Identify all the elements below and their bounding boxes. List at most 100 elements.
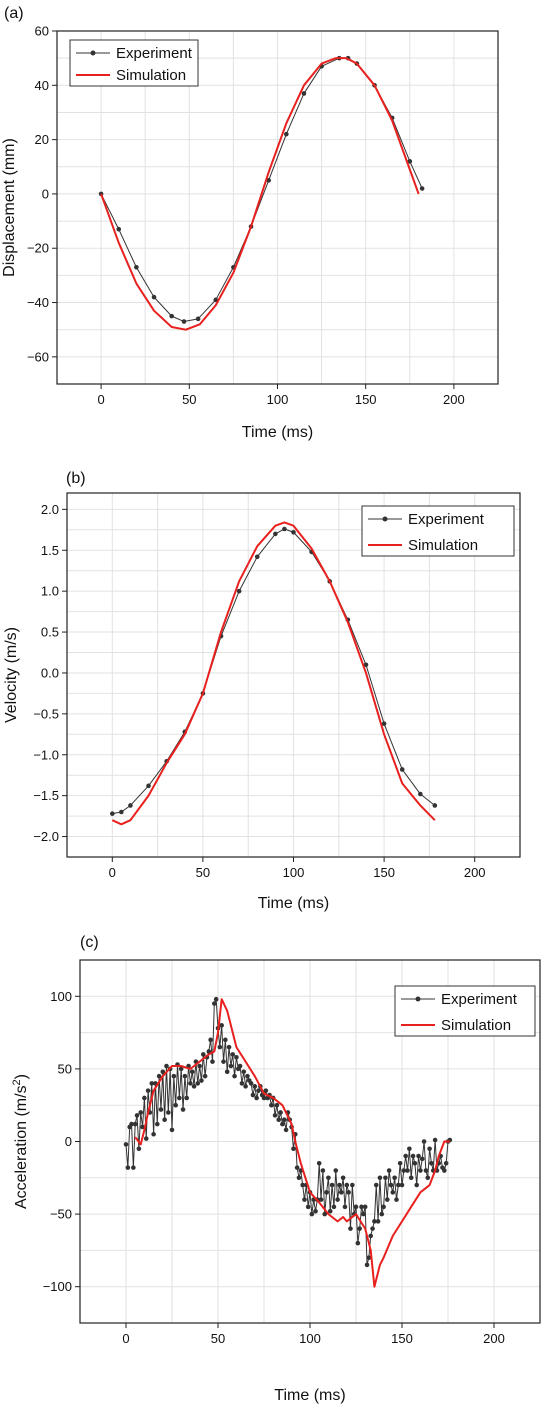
data-point-experiment [335, 1197, 340, 1202]
x-tick-label: 50 [211, 1331, 225, 1346]
data-point-experiment [228, 1063, 234, 1069]
x-axis-label: Time (ms) [258, 895, 329, 912]
data-point-experiment [169, 313, 174, 319]
series-line-simulation [100, 57, 420, 331]
data-point-experiment [273, 531, 278, 537]
data-point-experiment [213, 297, 219, 303]
panel-label: (a) [4, 5, 24, 22]
data-point-experiment [361, 1211, 366, 1217]
x-tick-label: 50 [196, 865, 210, 880]
data-point-experiment [136, 1146, 142, 1152]
x-tick-label: 50 [182, 392, 196, 407]
data-point-experiment [350, 1182, 355, 1188]
data-point-experiment [442, 1168, 447, 1173]
series-line-experiment [112, 528, 436, 815]
data-point-experiment [138, 1110, 144, 1115]
series-line-simulation [111, 521, 436, 826]
data-point-experiment [331, 1204, 337, 1210]
data-point-experiment [128, 803, 133, 808]
x-tick-label: 100 [267, 392, 289, 407]
chart-panel-c: 0 50 100 150 200 −100 −50 0 50 100 (c) Time (ms) Acc… [11, 934, 541, 1404]
data-point-experiment [199, 1078, 204, 1083]
y-tick-label: 0.5 [41, 625, 59, 640]
x-tick-label: 150 [373, 865, 395, 880]
data-point-experiment [421, 1139, 427, 1144]
data-point-experiment [119, 809, 124, 815]
data-point-experiment [140, 1124, 145, 1130]
data-point-experiment [234, 1054, 239, 1060]
y-axis-label-text: Displacement (mm) [1, 138, 18, 277]
data-point-experiment [243, 1084, 248, 1089]
data-point-experiment [416, 1153, 421, 1159]
data-point-experiment [291, 1146, 296, 1152]
data-point-experiment [210, 1059, 215, 1064]
y-tick-label: 0 [42, 186, 49, 201]
data-point-experiment [236, 588, 242, 594]
data-point-experiment [338, 1190, 344, 1195]
data-point-experiment [239, 1081, 245, 1086]
y-tick-label: −50 [50, 1207, 72, 1222]
data-point-experiment [432, 1137, 438, 1143]
data-point-experiment [418, 1168, 423, 1173]
data-point-experiment [274, 1102, 280, 1108]
data-point-experiment [419, 1156, 425, 1162]
data-point-experiment [134, 1113, 140, 1118]
y-tick-label: 1.5 [41, 543, 59, 558]
legend-label-simulation: Simulation [408, 537, 478, 554]
data-point-experiment [346, 1190, 351, 1195]
data-point-experiment [368, 1233, 374, 1239]
legend-label-simulation: Simulation [116, 67, 186, 84]
y-tick-label: 0 [65, 1134, 72, 1149]
data-point-experiment [320, 1168, 326, 1173]
legend: Experiment Simulation [394, 985, 536, 1037]
y-tick-label: −1.5 [33, 788, 59, 803]
data-point-experiment [151, 294, 157, 300]
data-point-experiment [381, 721, 387, 726]
data-point-experiment [171, 1073, 177, 1079]
x-tick-label: 0 [97, 392, 104, 407]
data-point-experiment [145, 1088, 151, 1093]
data-point-experiment [226, 1044, 232, 1050]
data-point-experiment [399, 767, 405, 772]
data-point-experiment [278, 1110, 283, 1115]
legend: Experiment Simulation [69, 39, 199, 87]
y-tick-label: −20 [27, 241, 49, 256]
data-point-experiment [149, 1081, 155, 1086]
y-axis-label-superscript: 2 [11, 1079, 23, 1085]
data-point-experiment [178, 1066, 184, 1072]
data-point-experiment [407, 159, 413, 164]
data-point-experiment [131, 1165, 136, 1170]
data-point-experiment [224, 1069, 230, 1075]
data-point-experiment [366, 1255, 372, 1260]
data-point-experiment [250, 1092, 256, 1098]
data-point-experiment [134, 264, 139, 270]
y-axis-label: Acceleration (m/s2) [11, 1074, 30, 1209]
data-point-experiment [432, 803, 438, 808]
data-point-experiment [156, 1073, 162, 1079]
y-tick-label: 40 [35, 78, 49, 93]
data-point-experiment [195, 1081, 201, 1086]
data-point-experiment [182, 1073, 188, 1079]
data-point-experiment [129, 1121, 134, 1127]
data-point-experiment [197, 1063, 202, 1069]
data-point-experiment [379, 1211, 385, 1217]
y-tick-label: −2.0 [33, 829, 59, 844]
data-point-experiment [110, 811, 115, 816]
x-tick-label: 200 [483, 1331, 505, 1346]
x-tick-label: 0 [109, 865, 116, 880]
data-point-experiment [284, 131, 289, 137]
data-point-experiment [189, 1069, 195, 1075]
data-point-experiment [301, 91, 307, 96]
data-point-experiment [219, 1023, 224, 1028]
data-point-experiment [399, 1182, 405, 1188]
y-tick-label: −1.0 [33, 747, 59, 762]
data-point-experiment [337, 1182, 342, 1188]
y-axis-label: Displacement (mm) [1, 138, 18, 277]
data-point-experiment [412, 1160, 418, 1166]
data-point-experiment [423, 1168, 429, 1173]
data-point-experiment [184, 1095, 190, 1101]
data-point-experiment [166, 1110, 171, 1115]
data-point-experiment [383, 1175, 388, 1181]
data-point-experiment [177, 1095, 182, 1101]
data-point-experiment [340, 1175, 346, 1181]
